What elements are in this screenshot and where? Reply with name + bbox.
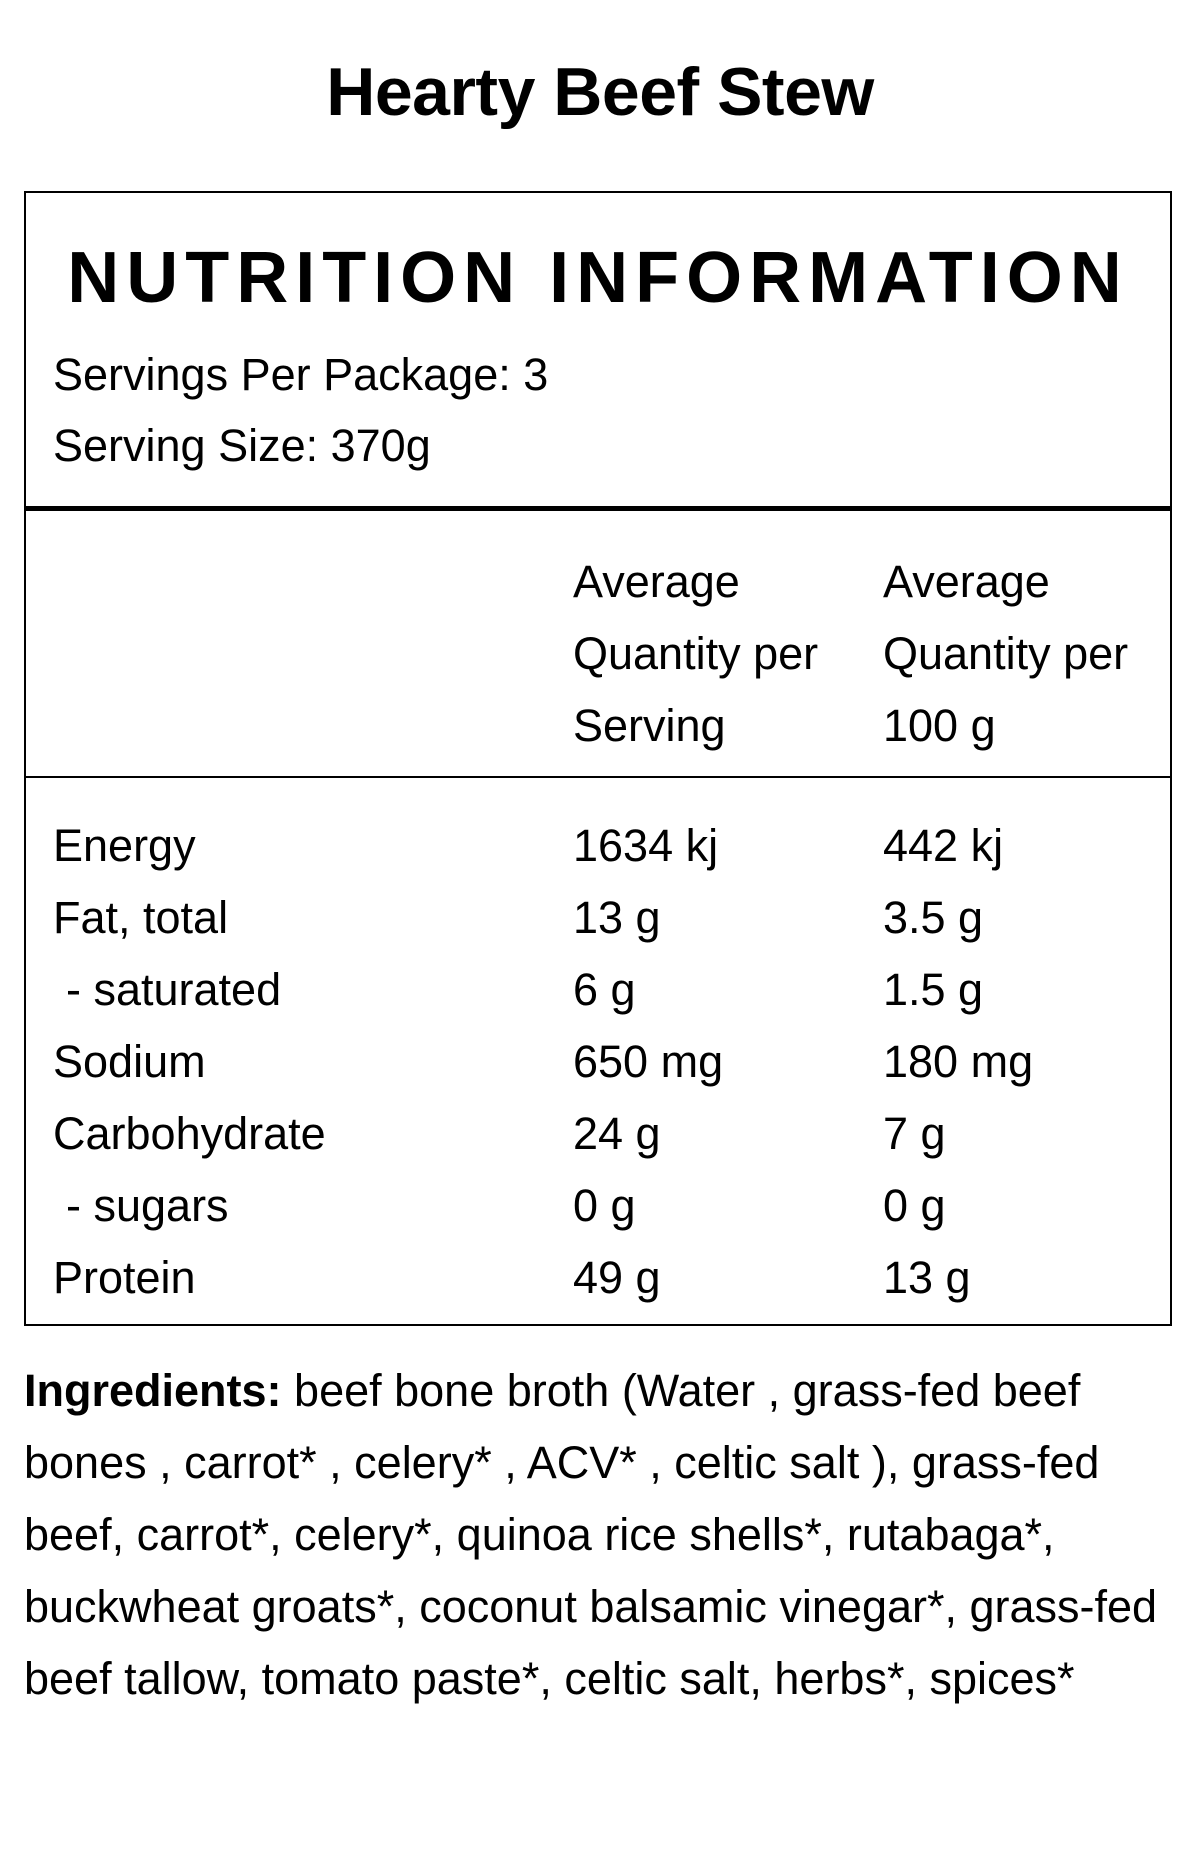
ingredients-text: beef bone broth (Water , grass-fed beef … (24, 1365, 1158, 1704)
column-header-per-serving: Average Quantity per Serving (573, 546, 818, 762)
column-header-line: 100 g (883, 700, 996, 751)
column-header-line: Average (573, 556, 740, 607)
divider-thick (26, 506, 1170, 511)
nutrient-per-100g: 3.5 g (883, 892, 984, 943)
nutrient-per-serving: 13 g (573, 892, 661, 943)
column-header-line: Quantity per (883, 628, 1129, 679)
ingredients-label: Ingredients: (24, 1365, 282, 1416)
nutrition-panel: NUTRITION INFORMATION Servings Per Packa… (24, 191, 1172, 1326)
product-title: Hearty Beef Stew (326, 54, 874, 130)
nutrient-per-serving: 6 g (573, 964, 636, 1015)
nutrient-per-100g: 7 g (883, 1108, 946, 1159)
nutrient-row-carbohydrate: Carbohydrate 24 g 7 g (26, 1098, 1170, 1170)
nutrient-name: Carbohydrate (53, 1108, 326, 1159)
ingredients-block: Ingredients: beef bone broth (Water , gr… (24, 1355, 1174, 1715)
column-header-line: Serving (573, 700, 726, 751)
servings-per-package: Servings Per Package: 3 (53, 349, 549, 400)
nutrient-per-serving: 49 g (573, 1252, 661, 1303)
nutrient-row-sugars: - sugars 0 g 0 g (26, 1170, 1170, 1242)
nutrient-row-energy: Energy 1634 kj 442 kj (26, 810, 1170, 882)
nutrient-per-serving: 1634 kj (573, 820, 719, 871)
nutrient-per-100g: 0 g (883, 1180, 946, 1231)
nutrient-per-100g: 13 g (883, 1252, 971, 1303)
column-header-per-100g: Average Quantity per 100 g (883, 546, 1128, 762)
nutrition-table: Energy 1634 kj 442 kj Fat, total 13 g 3.… (26, 810, 1170, 1314)
nutrient-per-serving: 0 g (573, 1180, 636, 1231)
nutrient-name: Protein (53, 1252, 196, 1303)
nutrient-name: - saturated (66, 964, 282, 1015)
nutrient-name: Sodium (53, 1036, 206, 1087)
nutrient-per-100g: 442 kj (883, 820, 1004, 871)
nutrient-name: - sugars (66, 1180, 229, 1231)
divider-thin (26, 776, 1170, 778)
nutrient-row-saturated: - saturated 6 g 1.5 g (26, 954, 1170, 1026)
serving-size: Serving Size: 370g (53, 420, 431, 471)
nutrient-row-sodium: Sodium 650 mg 180 mg (26, 1026, 1170, 1098)
nutrient-name: Fat, total (53, 892, 229, 943)
nutrient-per-serving: 650 mg (573, 1036, 724, 1087)
column-header-line: Quantity per (573, 628, 819, 679)
nutrient-name: Energy (53, 820, 196, 871)
nutrient-row-protein: Protein 49 g 13 g (26, 1242, 1170, 1314)
nutrient-per-100g: 1.5 g (883, 964, 984, 1015)
column-header-line: Average (883, 556, 1050, 607)
nutrient-row-fat-total: Fat, total 13 g 3.5 g (26, 882, 1170, 954)
nutrient-per-serving: 24 g (573, 1108, 661, 1159)
nutrient-per-100g: 180 mg (883, 1036, 1034, 1087)
nutrition-heading: NUTRITION INFORMATION (67, 238, 1129, 318)
